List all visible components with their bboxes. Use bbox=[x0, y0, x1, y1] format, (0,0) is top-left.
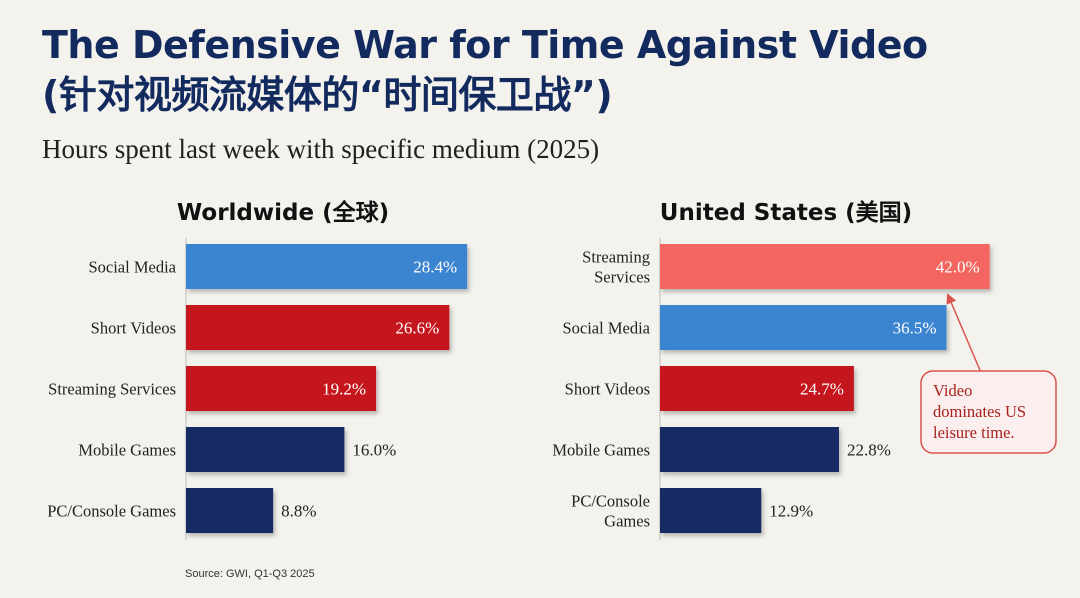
page-title: The Defensive War for Time Against Video… bbox=[42, 20, 928, 120]
category-label: Mobile Games bbox=[78, 441, 176, 460]
bar-social-media bbox=[186, 244, 468, 289]
bar-social-media bbox=[660, 305, 947, 350]
category-label: Social Media bbox=[88, 258, 176, 277]
bar-short-videos bbox=[660, 366, 854, 411]
value-label: 26.6% bbox=[395, 319, 439, 338]
value-label: 19.2% bbox=[322, 380, 366, 399]
value-label: 24.7% bbox=[800, 380, 844, 399]
callout-box bbox=[920, 370, 1057, 454]
bar-pc-console-games bbox=[186, 488, 274, 533]
title-line-1: The Defensive War for Time Against Video bbox=[42, 23, 928, 67]
bar-streaming-services bbox=[186, 366, 377, 411]
value-label: 22.8% bbox=[847, 441, 891, 460]
category-label: Short Videos bbox=[565, 380, 650, 399]
callout-text: Video dominates US leisure time. bbox=[933, 381, 1026, 442]
category-label: PC/Console Games bbox=[47, 502, 176, 521]
category-label: Short Videos bbox=[91, 319, 176, 338]
category-label: Streaming Services bbox=[582, 248, 650, 287]
bar-pc-console-games bbox=[660, 488, 762, 533]
panel-title: United States (美国) bbox=[660, 199, 912, 226]
callout: Video dominates US leisure time. bbox=[920, 293, 1057, 454]
title-line-2: (针对视频流媒体的“时间保卫战”) bbox=[42, 73, 613, 117]
value-label: 12.9% bbox=[769, 502, 813, 521]
bar-mobile-games bbox=[660, 427, 839, 472]
callout-arrow bbox=[946, 293, 986, 383]
value-label: 16.0% bbox=[352, 441, 396, 460]
chart-subtitle: Hours spent last week with specific medi… bbox=[42, 134, 600, 164]
chart-panel-worldwide: Worldwide (全球) Social Media 28.4% Short Vid… bbox=[47, 199, 468, 540]
category-label: Streaming Services bbox=[48, 380, 176, 399]
bar-mobile-games bbox=[186, 427, 345, 472]
source-note: Source: GWI, Q1-Q3 2025 bbox=[185, 568, 315, 580]
value-label: 8.8% bbox=[281, 502, 316, 521]
category-label: PC/Console Games bbox=[571, 492, 650, 531]
bar-short-videos bbox=[186, 305, 450, 350]
value-label: 42.0% bbox=[936, 258, 980, 277]
chart-panel-us: United States (美国) Streaming Services 42.0%… bbox=[552, 199, 1057, 540]
category-label: Social Media bbox=[562, 319, 650, 338]
value-label: 28.4% bbox=[413, 258, 457, 277]
bar-streaming-services bbox=[660, 244, 990, 289]
panel-title: Worldwide (全球) bbox=[177, 199, 389, 226]
value-label: 36.5% bbox=[893, 319, 937, 338]
category-label: Mobile Games bbox=[552, 441, 650, 460]
